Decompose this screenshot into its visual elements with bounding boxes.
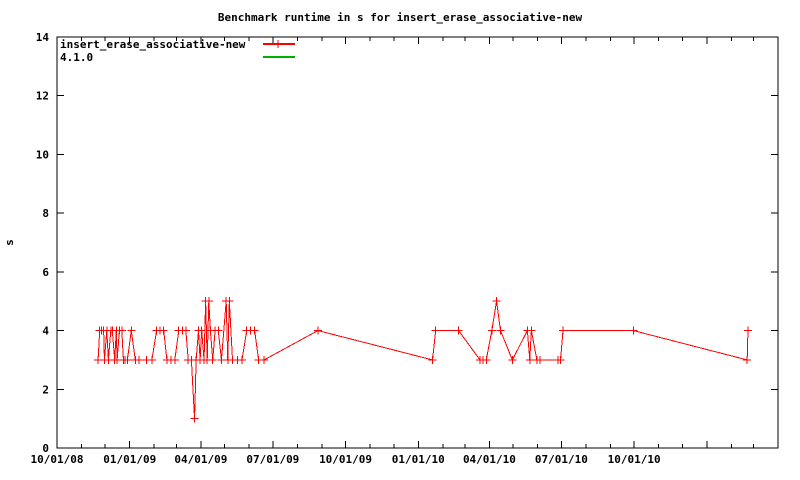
svg-text:10/01/08: 10/01/08: [31, 453, 84, 466]
data-point-markers: [94, 297, 752, 423]
y-axis-ticks: [57, 36, 778, 449]
svg-text:14: 14: [36, 31, 50, 44]
svg-text:10/01/10: 10/01/10: [608, 453, 661, 466]
svg-text:10: 10: [36, 148, 49, 161]
y-axis-tick-labels: 0 2 4 6 8 10 12 14: [36, 31, 50, 455]
svg-text:04/01/09: 04/01/09: [174, 453, 227, 466]
legend-version-label: 4.1.0: [60, 51, 94, 64]
plot-border: [56, 36, 779, 449]
svg-text:0: 0: [42, 442, 49, 455]
legend-series-line-icon: [263, 40, 295, 48]
svg-text:01/01/10: 01/01/10: [392, 453, 445, 466]
svg-text:12: 12: [36, 90, 49, 103]
svg-text:10/01/09: 10/01/09: [319, 453, 372, 466]
svg-text:04/01/10: 04/01/10: [463, 453, 516, 466]
legend-item-version: 4.1.0: [60, 51, 300, 64]
svg-text:8: 8: [42, 207, 49, 220]
x-axis-tick-labels: 10/01/08 01/01/09 04/01/09 07/01/09 10/01/09…: [31, 453, 661, 466]
legend-version-line-icon: [263, 56, 295, 58]
legend-series-label: insert_erase_associative-new: [60, 38, 246, 51]
svg-text:4: 4: [42, 325, 49, 338]
legend-item-series: insert_erase_associative-new: [60, 38, 300, 51]
chart-title: Benchmark runtime in s for insert_erase_…: [217, 11, 583, 24]
x-axis-ticks: [56, 37, 779, 448]
svg-text:07/01/09: 07/01/09: [246, 453, 299, 466]
svg-text:07/01/10: 07/01/10: [535, 453, 588, 466]
svg-text:01/01/09: 01/01/09: [103, 453, 156, 466]
svg-text:6: 6: [42, 266, 49, 279]
legend: insert_erase_associative-new 4.1.0: [60, 38, 300, 64]
svg-text:2: 2: [42, 383, 49, 396]
